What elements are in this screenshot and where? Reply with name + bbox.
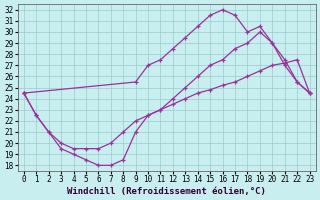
X-axis label: Windchill (Refroidissement éolien,°C): Windchill (Refroidissement éolien,°C)	[67, 187, 266, 196]
